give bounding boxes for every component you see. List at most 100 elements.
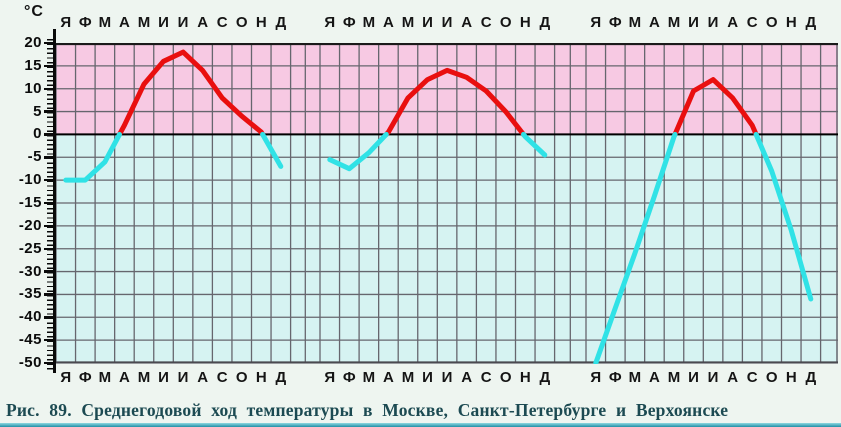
month-label: А	[119, 14, 130, 31]
month-label: А	[461, 369, 473, 386]
temperature-curve-1-cold	[63, 131, 122, 183]
month-label: Д	[539, 14, 551, 31]
month-label: Д	[805, 14, 817, 31]
month-label: С	[480, 14, 492, 31]
y-tick-mark	[44, 201, 53, 205]
y-tick-label: -30	[18, 262, 42, 280]
y-tick-mark	[44, 64, 53, 68]
y-tick-mark	[44, 361, 53, 365]
month-label: И	[441, 14, 453, 31]
y-tick-label: -20	[18, 216, 42, 234]
month-label: Д	[539, 369, 551, 386]
month-label: О	[765, 14, 778, 31]
y-tick-label: -15	[18, 194, 42, 211]
month-label: С	[746, 369, 758, 386]
y-tick-label: 5	[33, 102, 42, 120]
month-label: М	[98, 369, 112, 386]
month-label: И	[422, 14, 433, 31]
y-tick-mark	[44, 270, 53, 273]
y-tick-mark	[44, 110, 53, 113]
month-label: Я	[60, 14, 72, 31]
month-label: М	[401, 369, 415, 386]
month-label: И	[158, 369, 169, 386]
y-tick-label: 0	[33, 125, 42, 143]
month-label: А	[119, 369, 130, 386]
y-tick-mark	[44, 338, 53, 342]
month-label: И	[422, 369, 433, 386]
y-tick-label: -40	[18, 308, 42, 326]
month-label: Ф	[342, 14, 356, 31]
month-label: А	[649, 369, 660, 386]
y-tick-label: 10	[24, 79, 42, 97]
month-label: И	[707, 14, 719, 31]
y-tick-label: 20	[24, 34, 42, 51]
y-tick-label: 15	[24, 56, 42, 74]
y-axis-unit-label: °C	[24, 3, 44, 20]
month-label: И	[177, 14, 189, 31]
month-label: Д	[275, 369, 287, 386]
month-label: Я	[590, 369, 602, 386]
month-label: М	[401, 14, 415, 31]
temperature-curve-1-warm	[117, 49, 266, 137]
y-tick-mark	[44, 178, 53, 182]
temperature-curve-3-warm	[672, 77, 759, 137]
y-axis-minor-ticks	[47, 39, 53, 370]
month-label: А	[197, 369, 209, 386]
month-label: О	[499, 14, 512, 31]
y-tick-label: -5	[27, 148, 42, 166]
month-label: Н	[255, 14, 267, 31]
month-label: С	[216, 14, 228, 31]
y-tick-label: -25	[18, 239, 42, 257]
month-label: И	[707, 369, 719, 386]
month-label: Н	[519, 14, 531, 31]
month-label: Я	[324, 14, 336, 31]
month-label: Н	[785, 14, 797, 31]
month-label: А	[383, 14, 394, 31]
month-label: Д	[805, 369, 817, 386]
month-label: И	[441, 369, 453, 386]
y-tick-mark	[44, 87, 53, 91]
y-tick-mark	[44, 133, 53, 136]
month-label: Я	[590, 14, 602, 31]
figure-caption: Рис. 89. Среднегодовой ход температуры в…	[6, 400, 729, 420]
month-label: М	[137, 14, 151, 31]
month-label: И	[177, 369, 189, 386]
month-label: М	[362, 369, 376, 386]
month-label: О	[235, 14, 248, 31]
temperature-curve-3-cold	[753, 131, 814, 302]
temperature-curve-2-warm	[383, 67, 526, 137]
y-tick-mark	[44, 224, 53, 228]
month-label: Ф	[608, 369, 622, 386]
month-label: Н	[785, 369, 797, 386]
y-tick-mark	[44, 41, 53, 45]
month-label: А	[197, 14, 209, 31]
month-label: Д	[275, 14, 287, 31]
month-label: И	[688, 369, 699, 386]
month-label: О	[499, 369, 512, 386]
month-label: И	[688, 14, 699, 31]
month-label: О	[235, 369, 248, 386]
month-label: М	[628, 14, 642, 31]
temperature-curve-2-cold	[327, 131, 389, 172]
month-label: Ф	[78, 369, 92, 386]
y-tick-label: -35	[18, 285, 42, 303]
month-label: М	[628, 369, 642, 386]
month-label: М	[667, 369, 681, 386]
month-label: М	[137, 369, 151, 386]
month-label: С	[480, 369, 492, 386]
month-label: Ф	[608, 14, 622, 31]
month-label: А	[383, 369, 394, 386]
month-label: А	[649, 14, 660, 31]
month-label: А	[461, 14, 473, 31]
y-tick-mark	[44, 293, 53, 296]
month-label: С	[746, 14, 758, 31]
y-tick-mark	[44, 156, 53, 159]
month-label: А	[727, 369, 739, 386]
page-edge-rule	[0, 423, 841, 427]
month-label: Н	[255, 369, 267, 386]
month-label: М	[98, 14, 112, 31]
y-tick-label: -10	[18, 171, 42, 189]
y-axis-line	[53, 29, 56, 373]
temperature-curve-2-cold	[521, 131, 548, 158]
